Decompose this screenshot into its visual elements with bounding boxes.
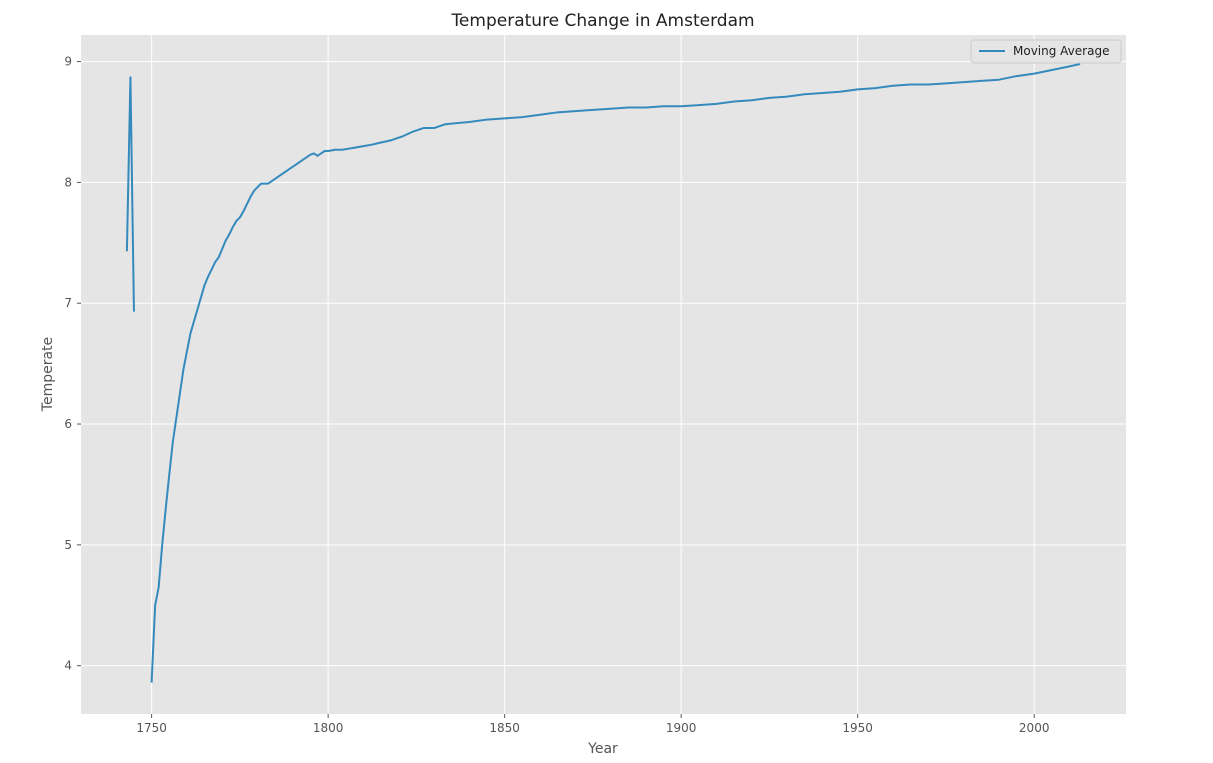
y-tick-label: 5 (64, 538, 72, 552)
plot-area (81, 35, 1126, 714)
x-tick-label: 1800 (313, 721, 344, 735)
y-tick-label: 6 (64, 417, 72, 431)
y-tick-label: 4 (64, 659, 72, 673)
legend-label: Moving Average (1013, 44, 1109, 58)
x-tick-label: 1850 (489, 721, 520, 735)
y-tick-label: 9 (64, 55, 72, 69)
y-axis-label: Temperate (40, 337, 56, 412)
x-tick-label: 1950 (842, 721, 873, 735)
grid (81, 35, 1126, 714)
x-tick-label: 1900 (666, 721, 697, 735)
y-tick-label: 7 (64, 296, 72, 310)
y-tick-label: 8 (64, 175, 72, 189)
series-line-moving-average (150, 63, 1081, 683)
legend: Moving Average (970, 39, 1122, 64)
legend-box (970, 39, 1122, 64)
x-axis-label: Year (587, 741, 618, 757)
x-tick-label: 1750 (136, 721, 167, 735)
x-tick-label: 2000 (1019, 721, 1050, 735)
chart-title: Temperature Change in Amsterdam (450, 11, 754, 31)
x-axis: 1750 1800 1850 1900 1950 2000 (136, 714, 1049, 735)
y-axis: 4 5 6 7 8 9 (64, 55, 81, 673)
series-line-moving-average (125, 76, 135, 312)
series-layer (125, 63, 1081, 683)
